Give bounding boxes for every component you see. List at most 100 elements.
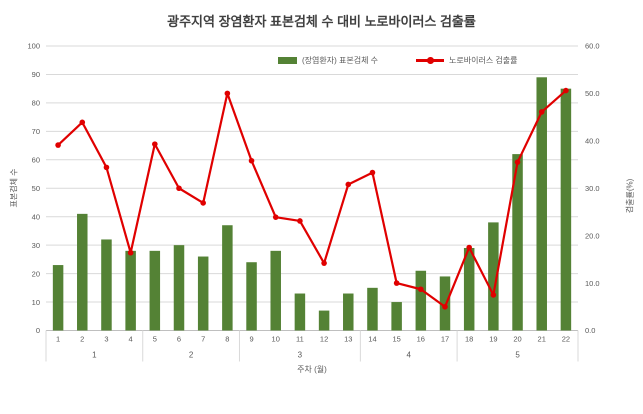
- week-label: 6: [177, 335, 181, 344]
- right-axis-tick-label: 10.0: [585, 279, 600, 288]
- bar-series-swatch: [278, 57, 297, 64]
- bar-week-10: [270, 250, 281, 331]
- data-point-week-4: [127, 249, 134, 256]
- data-point-week-2: [79, 119, 86, 126]
- week-label: 17: [441, 335, 449, 344]
- bar-week-7: [197, 256, 209, 331]
- week-label: 5: [153, 335, 157, 344]
- month-label: 4: [407, 351, 412, 360]
- data-point-week-15: [393, 280, 400, 286]
- right-axis-tick-label: 20.0: [585, 231, 600, 240]
- legend-label-rate: 노로바이러스 검출률: [449, 56, 518, 65]
- line-marker-swatch: [427, 57, 434, 64]
- right-axis-tick-label: 50.0: [585, 89, 600, 98]
- week-label: 15: [392, 335, 400, 344]
- left-axis-title: 표본검체 수: [9, 168, 19, 208]
- data-point-week-19: [490, 292, 497, 298]
- week-label: 13: [344, 335, 352, 344]
- legend-item-rate: 노로바이러스 검출률: [416, 55, 517, 66]
- bar-week-2: [77, 213, 88, 331]
- week-label: 10: [272, 335, 280, 344]
- week-label: 7: [201, 335, 205, 344]
- legend-label-samples: (장염환자) 표본검체 수: [302, 56, 379, 65]
- data-point-week-17: [442, 303, 448, 310]
- data-point-week-22: [563, 87, 569, 94]
- bar-week-20: [512, 154, 523, 331]
- week-label: 20: [513, 335, 521, 344]
- bar-week-5: [149, 250, 161, 331]
- data-point-week-16: [418, 286, 424, 293]
- left-axis-tick-label: 0: [36, 326, 40, 335]
- month-label: 5: [515, 351, 520, 360]
- right-axis-title: 검출률(%): [625, 178, 635, 214]
- bar-week-14: [367, 287, 378, 331]
- line-series-swatch: [416, 57, 445, 64]
- data-point-week-5: [152, 141, 158, 147]
- chart-title: 광주지역 장염환자 표본검체 수 대비 노로바이러스 검출률: [167, 14, 476, 29]
- bar-week-12: [318, 310, 330, 331]
- left-axis-tick-label: 40: [32, 212, 40, 221]
- data-point-week-9: [248, 157, 255, 164]
- left-axis-tick-label: 30: [32, 241, 40, 250]
- week-label: 11: [296, 335, 304, 344]
- legend: (장염환자) 표본검체 수 노로바이러스 검출률: [278, 55, 517, 66]
- week-label: 4: [129, 335, 133, 344]
- bar-week-17: [439, 276, 451, 331]
- left-axis-tick-label: 90: [32, 70, 40, 79]
- data-point-week-8: [224, 90, 231, 97]
- right-axis-tick-label: 30.0: [585, 184, 600, 193]
- month-label: 2: [189, 351, 194, 360]
- left-axis-tick-label: 70: [32, 127, 40, 136]
- data-point-week-12: [321, 260, 327, 266]
- data-point-week-18: [466, 244, 472, 251]
- right-axis-tick-label: 60.0: [585, 42, 600, 51]
- detection-rate-line: [57, 89, 567, 308]
- left-axis-tick-label: 60: [32, 156, 40, 165]
- right-axis-tick-label: 0.0: [585, 326, 595, 335]
- week-label: 8: [225, 335, 229, 344]
- week-label: 22: [562, 335, 570, 344]
- data-point-week-6: [176, 185, 182, 192]
- left-axis-tick-label: 50: [32, 184, 40, 193]
- bar-week-15: [391, 302, 402, 331]
- week-label: 12: [320, 335, 328, 344]
- data-point-week-10: [272, 214, 279, 220]
- left-axis-tick-label: 100: [27, 42, 40, 51]
- week-label: 2: [80, 335, 84, 344]
- month-label: 3: [298, 351, 303, 360]
- bar-week-19: [488, 222, 499, 331]
- week-label: 9: [249, 335, 253, 344]
- data-point-week-3: [103, 164, 110, 171]
- week-label: 1: [56, 335, 60, 344]
- bar-week-1: [52, 265, 64, 331]
- data-point-week-11: [297, 218, 303, 224]
- data-point-week-21: [538, 109, 545, 115]
- bar-week-22: [560, 88, 572, 331]
- bar-week-3: [101, 239, 112, 331]
- month-label: 1: [92, 351, 97, 360]
- bar-week-21: [536, 77, 547, 331]
- left-axis-tick-label: 20: [32, 269, 40, 278]
- data-point-week-13: [345, 181, 352, 188]
- week-label: 18: [465, 335, 473, 344]
- legend-item-samples: (장염환자) 표본검체 수: [278, 55, 378, 66]
- data-point-week-7: [200, 200, 206, 206]
- week-label: 19: [489, 335, 497, 344]
- bar-week-11: [294, 293, 306, 331]
- bar-week-6: [173, 245, 185, 331]
- week-label: 14: [368, 335, 376, 344]
- bar-week-9: [246, 262, 257, 331]
- data-point-week-20: [514, 159, 521, 165]
- data-point-week-1: [55, 142, 61, 148]
- bar-week-16: [415, 270, 427, 331]
- bar-week-13: [343, 293, 354, 331]
- bar-week-4: [125, 250, 136, 331]
- right-axis-tick-label: 40.0: [585, 137, 600, 146]
- week-label: 16: [417, 335, 425, 344]
- x-axis-title: 주차 (월): [297, 365, 327, 374]
- bar-week-18: [463, 247, 475, 331]
- data-point-week-14: [369, 169, 376, 176]
- bar-week-8: [222, 225, 233, 331]
